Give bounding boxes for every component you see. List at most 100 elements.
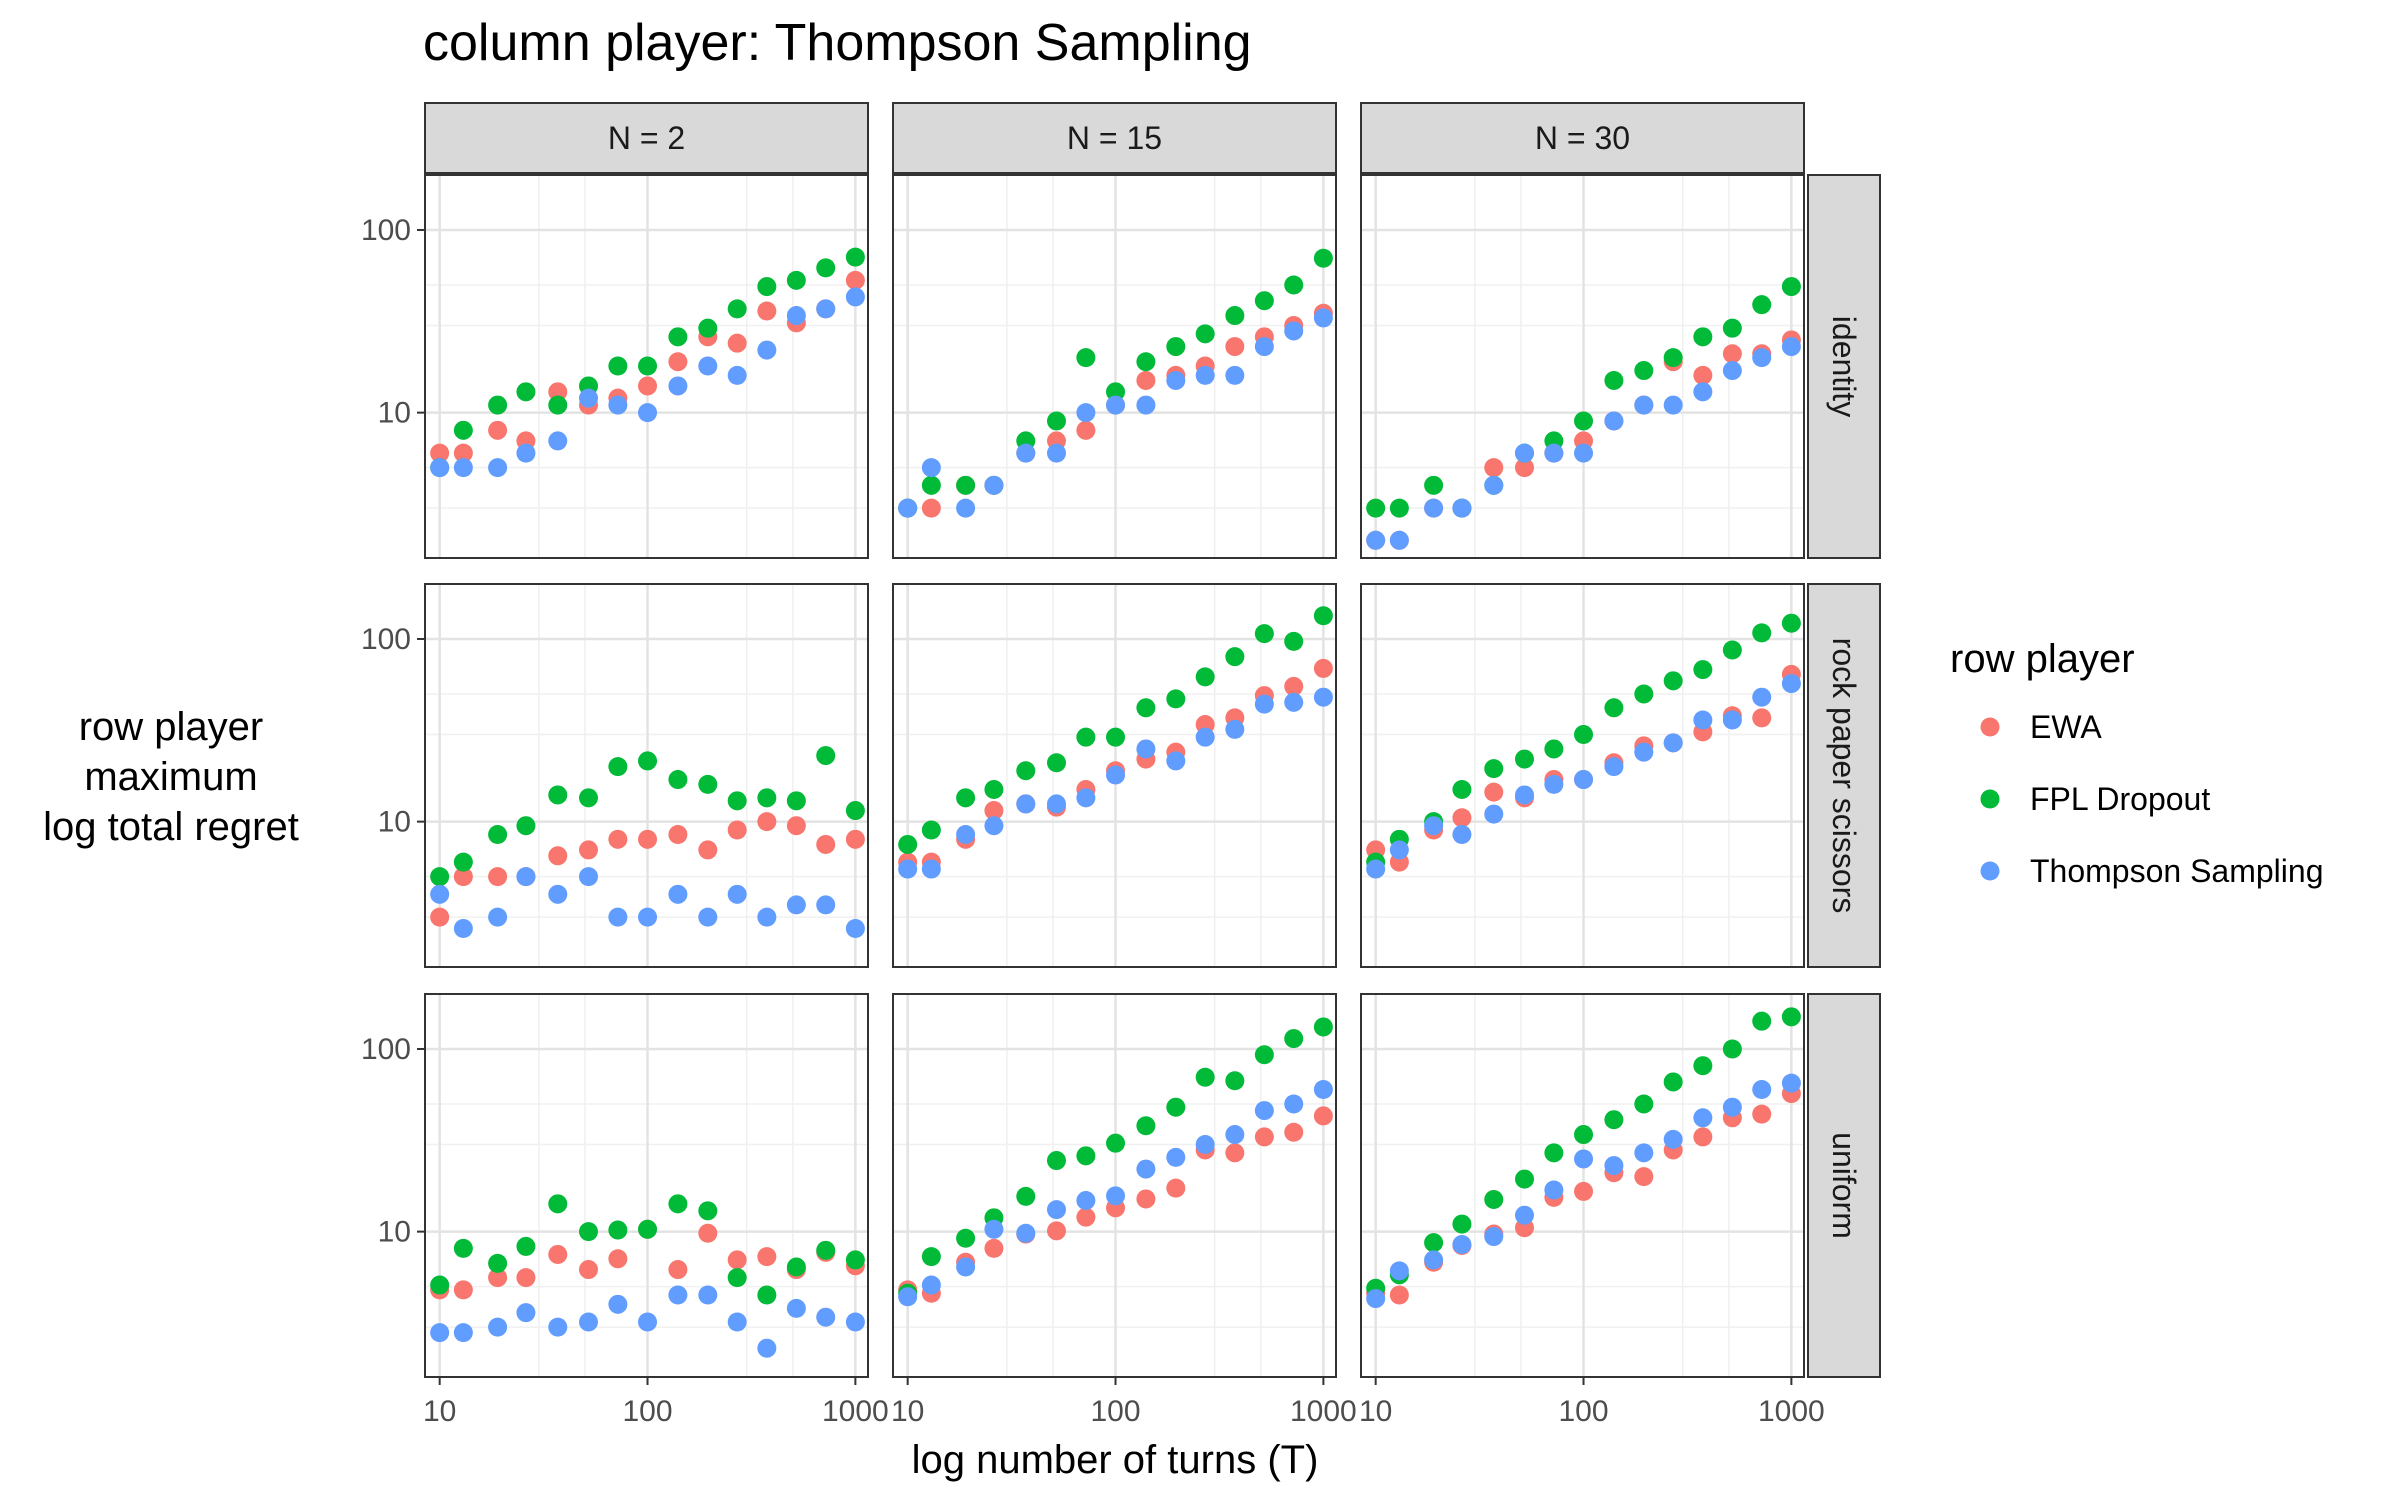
data-point: [1604, 370, 1624, 390]
y-tick-label: 10: [378, 1216, 411, 1249]
data-point: [1663, 1072, 1683, 1092]
data-point: [430, 867, 450, 887]
data-point: [608, 356, 628, 376]
panel-identity-n-15: [892, 174, 1337, 559]
data-point: [548, 785, 568, 805]
data-point: [984, 1238, 1004, 1258]
data-point: [845, 1250, 865, 1270]
data-point: [1693, 710, 1713, 730]
data-point: [1195, 1134, 1215, 1154]
data-point: [1693, 365, 1713, 385]
data-point: [956, 825, 976, 845]
data-point: [516, 816, 536, 836]
data-point: [956, 1228, 976, 1248]
data-point: [1424, 475, 1444, 495]
data-point: [1693, 660, 1713, 680]
panel-border: [892, 993, 1337, 1378]
data-point: [1452, 825, 1472, 845]
data-point: [1752, 348, 1772, 368]
row-strip-uniform: uniform: [1807, 993, 1881, 1378]
data-point: [1544, 739, 1564, 759]
panel-border: [1360, 174, 1805, 559]
data-point: [608, 1220, 628, 1240]
data-point: [638, 1312, 658, 1332]
data-point: [638, 1219, 658, 1239]
data-point: [1166, 689, 1186, 709]
data-point: [1663, 1129, 1683, 1149]
data-point: [578, 1260, 598, 1280]
data-point: [984, 1219, 1004, 1239]
series-fpl-dropout: [898, 248, 1333, 518]
data-point: [1574, 443, 1594, 463]
data-point: [727, 365, 747, 385]
legend-key: [1980, 717, 2000, 737]
data-point: [1046, 794, 1066, 814]
data-point: [1225, 1125, 1245, 1145]
data-point: [1389, 498, 1409, 518]
data-point: [1752, 1011, 1772, 1031]
data-point: [1452, 1214, 1472, 1234]
data-point: [1106, 1186, 1126, 1206]
legend: row player EWA FPL Dropout Thompson Sampli…: [1950, 637, 2323, 889]
data-point: [1313, 658, 1333, 678]
data-point: [548, 431, 568, 451]
data-point: [1574, 1181, 1594, 1201]
data-point: [638, 751, 658, 771]
data-point: [1722, 640, 1742, 660]
data-point: [608, 1249, 628, 1269]
data-point: [1284, 1094, 1304, 1114]
data-point: [1722, 1097, 1742, 1117]
data-point: [488, 1268, 508, 1288]
data-point: [757, 1247, 777, 1267]
data-point: [430, 1323, 450, 1343]
panel-identity-n-30: [1360, 174, 1805, 559]
data-point: [1389, 530, 1409, 550]
data-point: [1284, 1122, 1304, 1142]
data-point: [698, 1223, 718, 1243]
data-point: [1693, 382, 1713, 402]
row-strip-bg: [1807, 993, 1881, 1378]
data-point: [638, 907, 658, 927]
data-point: [453, 1280, 473, 1300]
data-point: [578, 788, 598, 808]
data-point: [1781, 674, 1801, 694]
data-point: [786, 895, 806, 915]
data-point: [1136, 1159, 1156, 1179]
data-point: [1752, 687, 1772, 707]
data-point: [1389, 1261, 1409, 1281]
data-point: [921, 859, 941, 879]
data-point: [984, 801, 1004, 821]
panel-border: [424, 583, 869, 968]
data-point: [1313, 1080, 1333, 1100]
data-point: [1076, 403, 1096, 423]
data-point: [898, 1287, 918, 1307]
data-point: [698, 318, 718, 338]
data-point: [1016, 794, 1036, 814]
panel-rock-paper-scissors-n-30: [1360, 583, 1805, 968]
data-point: [1046, 1200, 1066, 1220]
series-fpl-dropout: [898, 1017, 1333, 1303]
data-point: [786, 1298, 806, 1318]
data-point: [1225, 1143, 1245, 1163]
panel-rock-paper-scissors-n-2: [424, 583, 869, 968]
panel-identity-n-2: [424, 174, 869, 559]
data-point: [1313, 1106, 1333, 1126]
data-point: [1366, 498, 1386, 518]
data-point: [1634, 1143, 1654, 1163]
data-point: [1136, 698, 1156, 718]
data-point: [1634, 684, 1654, 704]
panel-border: [424, 174, 869, 559]
series-thompson-sampling: [898, 1080, 1333, 1307]
data-point: [548, 1317, 568, 1337]
data-point: [1514, 785, 1534, 805]
data-point: [516, 1268, 536, 1288]
data-point: [1574, 724, 1594, 744]
panel-border: [424, 993, 869, 1378]
data-point: [1195, 667, 1215, 687]
data-point: [921, 820, 941, 840]
data-point: [956, 1257, 976, 1277]
data-point: [727, 1268, 747, 1288]
data-point: [1484, 458, 1504, 478]
y-tick-label: 100: [361, 623, 411, 656]
data-point: [898, 859, 918, 879]
